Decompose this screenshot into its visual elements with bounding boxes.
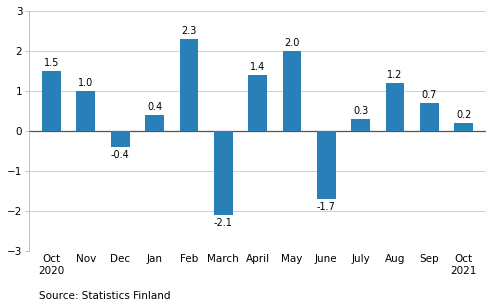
Bar xyxy=(351,119,370,131)
Text: 0.2: 0.2 xyxy=(456,110,471,120)
Text: -2.1: -2.1 xyxy=(214,218,233,228)
Bar xyxy=(248,75,267,131)
Bar xyxy=(76,91,95,131)
Text: 1.4: 1.4 xyxy=(250,62,265,72)
Text: 1.0: 1.0 xyxy=(78,78,94,88)
Text: 2.0: 2.0 xyxy=(284,38,300,48)
Bar xyxy=(214,131,233,215)
Text: Source: Statistics Finland: Source: Statistics Finland xyxy=(39,291,171,301)
Text: 0.4: 0.4 xyxy=(147,102,162,112)
Text: 1.2: 1.2 xyxy=(387,70,403,80)
Bar xyxy=(111,131,130,147)
Text: 0.3: 0.3 xyxy=(353,106,368,116)
Text: 0.7: 0.7 xyxy=(422,90,437,100)
Text: -1.7: -1.7 xyxy=(317,202,336,212)
Text: 2.3: 2.3 xyxy=(181,26,197,36)
Bar xyxy=(179,39,198,131)
Bar xyxy=(145,115,164,131)
Text: -0.4: -0.4 xyxy=(111,150,130,160)
Text: 1.5: 1.5 xyxy=(44,58,59,68)
Bar xyxy=(386,83,404,131)
Bar xyxy=(454,123,473,131)
Bar xyxy=(317,131,336,199)
Bar xyxy=(420,103,439,131)
Bar xyxy=(282,51,301,131)
Bar xyxy=(42,71,61,131)
